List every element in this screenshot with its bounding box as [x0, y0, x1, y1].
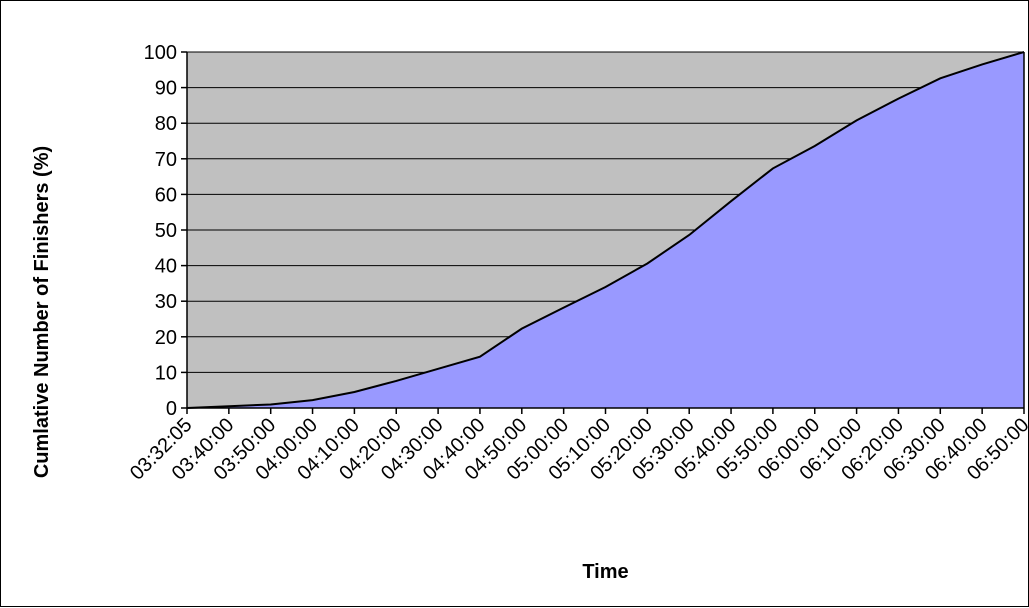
series-line — [186, 51, 1025, 409]
x-tick-labels: 03:32:0503:40:0003:50:0004:00:0004:10:00… — [126, 414, 1029, 485]
y-tick-label: 0 — [166, 398, 177, 420]
y-tick-label: 30 — [155, 291, 177, 313]
y-tick-label: 100 — [144, 42, 177, 64]
y-tick-label: 60 — [155, 184, 177, 206]
area-series — [187, 52, 1024, 408]
y-tick-label: 50 — [155, 220, 177, 242]
axes — [181, 51, 1025, 414]
y-tick-label: 70 — [155, 149, 177, 171]
y-tick-label: 10 — [155, 362, 177, 384]
x-axis-title: Time — [582, 561, 628, 583]
y-axis-title: Cumlative Number of Finishers (%) — [31, 146, 53, 478]
y-tick-label: 40 — [155, 256, 177, 278]
y-tick-label: 20 — [155, 327, 177, 349]
y-tick-labels: 0 10 20 30 40 50 60 70 80 90 100 — [144, 42, 177, 420]
y-tick-label: 80 — [155, 113, 177, 135]
y-tick-label: 90 — [155, 78, 177, 100]
